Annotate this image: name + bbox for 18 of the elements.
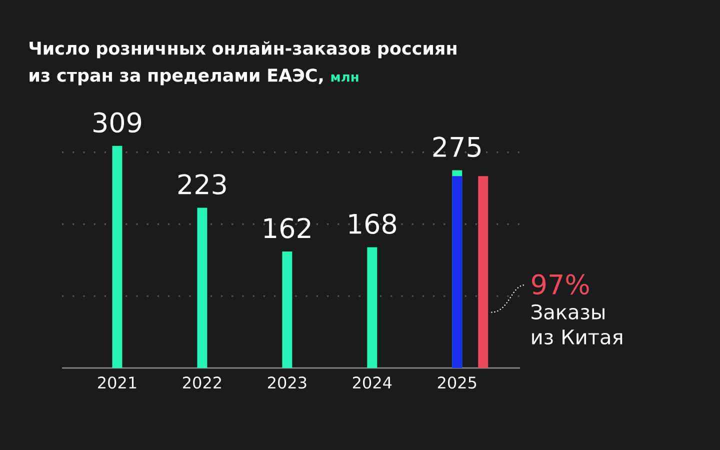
text: Заказы из Китая [532,304,622,344]
bar [197,208,208,368]
bar [282,252,292,368]
bar [367,247,378,368]
data-label: 309 [94,112,142,133]
bar [112,146,122,368]
bar [478,176,488,368]
y-axis-title: млн [331,74,358,82]
data-label: 275 [433,136,481,158]
x-tick-label: 2025 [438,376,476,389]
x-tick-label: 2024 [352,376,392,389]
data-label: 223 [178,174,226,194]
data-label: 168 [349,214,396,234]
x-tick-label: 2023 [268,376,306,389]
data-label: 162 [264,218,310,238]
x-tick-label: 2022 [183,376,221,389]
text: 97% [532,274,589,295]
x-tick-label: 2021 [98,376,136,389]
